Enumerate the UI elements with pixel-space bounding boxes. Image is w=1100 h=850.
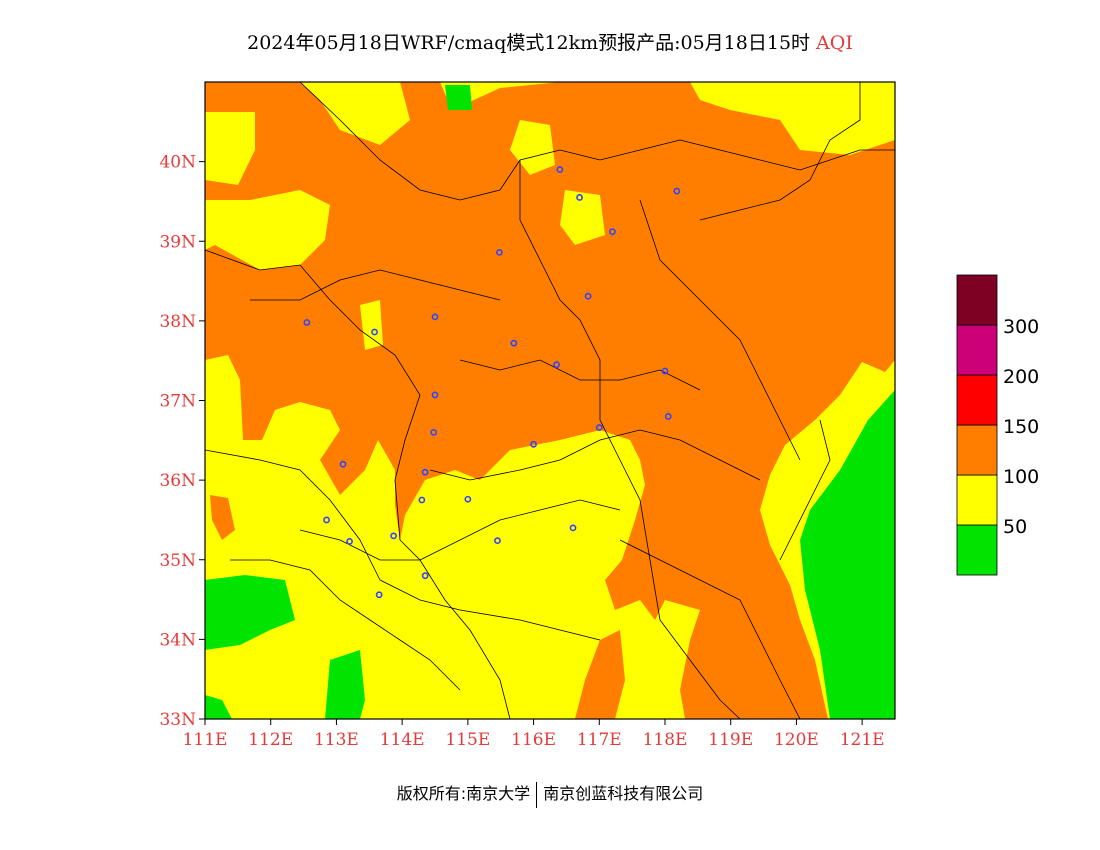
legend-swatch-moderate xyxy=(956,474,998,526)
latitude-axis: 33N 34N 35N 36N 37N 38N 39N 40N xyxy=(159,153,205,730)
city-marker xyxy=(553,361,560,369)
aqi-zone-sensitive-west-spot xyxy=(210,495,235,540)
city-marker xyxy=(390,532,397,540)
legend-label-200: 200 xyxy=(1003,366,1039,388)
city-marker xyxy=(421,468,429,476)
city-marker xyxy=(431,313,439,321)
city-marker xyxy=(346,538,353,545)
lon-tick-label: 114E xyxy=(380,730,425,750)
lon-tick-label: 113E xyxy=(314,730,359,750)
lon-tick-label: 115E xyxy=(445,730,490,750)
legend-label-300: 300 xyxy=(1003,316,1039,338)
aqi-zone-moderate-pocket-north xyxy=(300,82,410,145)
footer-company: 南京创蓝科技有限公司 xyxy=(543,784,704,803)
footer-copyright: 版权所有:南京大学 xyxy=(396,784,531,803)
title-variable: AQI xyxy=(816,32,853,54)
city-marker xyxy=(418,496,426,504)
legend-swatch-hazardous xyxy=(956,274,998,326)
province-boundaries xyxy=(205,82,895,719)
aqi-zone-good-southwest xyxy=(205,575,295,650)
lon-tick-label: 117E xyxy=(577,730,622,750)
aqi-zone-good-north-spot xyxy=(445,85,472,110)
legend-label-150: 150 xyxy=(1003,416,1039,438)
city-marker xyxy=(494,537,501,545)
legend-label-100: 100 xyxy=(1003,466,1039,488)
legend-swatch-good xyxy=(956,524,998,576)
copyright-footer: 版权所有:南京大学 南京创蓝科技有限公司 xyxy=(0,780,1100,808)
lat-tick-label: 34N xyxy=(159,630,196,650)
lat-tick-label: 33N xyxy=(159,710,196,730)
city-marker xyxy=(339,460,347,468)
city-marker xyxy=(430,428,438,436)
city-marker xyxy=(584,292,592,300)
aqi-zone-moderate-pocket-ne xyxy=(690,82,895,155)
lon-tick-label: 116E xyxy=(511,730,556,750)
footer-divider xyxy=(536,781,538,808)
city-marker xyxy=(661,367,669,375)
city-marker xyxy=(595,424,603,431)
lon-tick-label: 111E xyxy=(183,730,228,750)
lon-tick-label: 120E xyxy=(774,730,819,750)
lon-tick-label: 112E xyxy=(248,730,293,750)
aqi-legend: 50 100 150 200 300 xyxy=(956,274,1039,576)
city-marker xyxy=(664,413,672,420)
legend-swatch-sensitive xyxy=(956,424,998,476)
map-title: 2024年05月18日WRF/cmaq模式12km预报产品:05月18日15时 A… xyxy=(0,28,1100,55)
city-marker xyxy=(371,328,378,336)
lat-tick-label: 39N xyxy=(159,232,196,252)
aqi-zone-moderate-pocket-west xyxy=(205,190,330,270)
city-marker xyxy=(569,524,577,532)
longitude-axis: 111E 112E 113E 114E 115E 116E 117E 118E 119E 120E… xyxy=(183,719,885,750)
legend-label-50: 50 xyxy=(1003,516,1027,538)
city-markers xyxy=(303,166,681,599)
legend-swatch-very-unhealthy xyxy=(956,324,998,376)
lon-tick-label: 119E xyxy=(708,730,753,750)
title-main: 2024年05月18日WRF/cmaq模式12km预报产品:05月18日15时 xyxy=(247,32,811,54)
lat-tick-label: 35N xyxy=(159,551,196,571)
aqi-zone-moderate-pocket-nw xyxy=(205,112,255,185)
aqi-zone-good-south xyxy=(325,650,365,719)
lat-tick-label: 37N xyxy=(159,392,196,412)
lat-tick-label: 36N xyxy=(159,471,196,491)
aqi-zone-good-southwest-corner xyxy=(205,695,232,719)
lon-tick-label: 121E xyxy=(840,730,885,750)
lon-tick-label: 118E xyxy=(643,730,688,750)
legend-swatch-unhealthy xyxy=(956,374,998,426)
aqi-zone-moderate-pocket-shijiazhuang xyxy=(360,300,383,350)
city-marker xyxy=(576,194,583,201)
aqi-fill-layer xyxy=(205,82,895,719)
city-marker xyxy=(421,572,429,580)
city-marker xyxy=(323,516,330,524)
aqi-zone-sensitive-north xyxy=(205,82,895,719)
city-marker xyxy=(495,248,503,256)
city-marker xyxy=(303,319,311,326)
lat-tick-label: 38N xyxy=(159,312,196,332)
city-marker xyxy=(431,391,439,399)
city-marker xyxy=(556,166,564,173)
lat-tick-label: 40N xyxy=(159,153,196,173)
city-marker xyxy=(510,339,518,347)
aqi-zone-sensitive-south-streak xyxy=(575,630,625,719)
city-marker xyxy=(609,228,616,236)
city-marker xyxy=(530,440,537,448)
city-marker xyxy=(464,495,472,503)
city-marker xyxy=(375,591,383,599)
aqi-zone-moderate-pocket-tianjin xyxy=(560,190,605,245)
aqi-zone-good-east-sea xyxy=(800,390,895,719)
aqi-zone-moderate-pocket-beijing xyxy=(510,120,555,175)
city-marker xyxy=(673,187,681,195)
